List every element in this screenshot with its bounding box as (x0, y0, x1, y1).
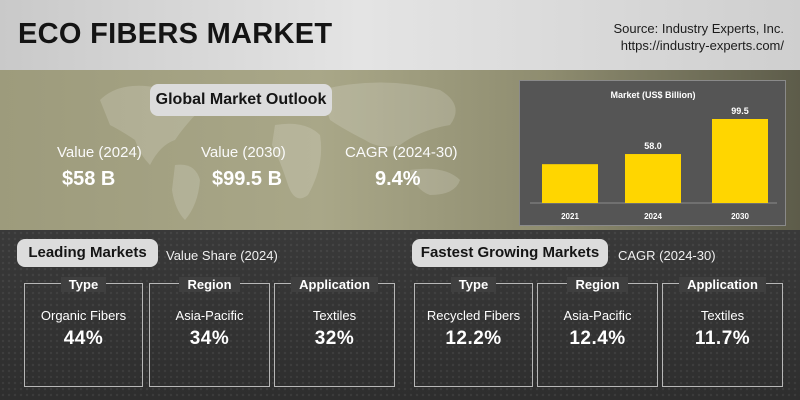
card-name: Textiles (312, 308, 357, 323)
kpi-value-2030: $99.5 B (212, 168, 283, 190)
x-tick-label-2024: 2024 (644, 212, 662, 221)
card-head: Region (179, 277, 240, 292)
leading-application-card: Application Textiles 32% (274, 277, 395, 387)
card-head: Application (679, 277, 766, 292)
bar-value-label-2024: 58.0 (644, 141, 662, 151)
kpi-label-value-2024: Value (2024) (57, 144, 142, 161)
market-bar-chart: Market (US$ Billion) 2021 58.0 2024 99.5 203… (519, 80, 786, 226)
card-head: Application (291, 277, 378, 292)
kpi-value-2024: $58 B (62, 168, 116, 190)
page-title: ECO FIBERS MARKET (18, 18, 333, 50)
card-name: Organic Fibers (40, 308, 127, 323)
fastest-region-card: Region Asia-Pacific 12.4% (537, 277, 658, 387)
leading-region-card: Region Asia-Pacific 34% (149, 277, 270, 387)
card-value: 12.2% (445, 328, 502, 349)
fastest-type-card: Type Recycled Fibers 12.2% (414, 277, 533, 387)
card-head: Type (60, 277, 107, 292)
card-name: Asia-Pacific (175, 308, 244, 323)
header-banner: ECO FIBERS MARKET Source: Industry Exper… (0, 0, 800, 70)
chart-svg: Market (US$ Billion) 2021 58.0 2024 99.5 203… (530, 90, 777, 221)
kpi-label-value-2030: Value (2030) (201, 144, 286, 161)
x-tick-label-2021: 2021 (561, 212, 579, 221)
bar-2030 (712, 119, 768, 203)
card-value: 11.7% (694, 328, 751, 349)
leading-markets-note: Value Share (2024) (166, 248, 278, 263)
leading-markets-heading: Leading Markets (17, 239, 158, 267)
card-name: Textiles (700, 308, 745, 323)
card-value: 12.4% (569, 328, 626, 349)
bar-2024 (625, 154, 681, 203)
card-name: Asia-Pacific (563, 308, 632, 323)
chart-title: Market (US$ Billion) (610, 90, 695, 100)
bar-2021 (542, 164, 598, 203)
card-head: Type (450, 277, 497, 292)
kpi-label-cagr: CAGR (2024-30) (345, 144, 458, 161)
source-credit: Source: Industry Experts, Inc. https://i… (613, 20, 784, 54)
fastest-markets-note: CAGR (2024-30) (618, 248, 716, 263)
card-name: Recycled Fibers (426, 308, 521, 323)
card-head: Region (567, 277, 628, 292)
fastest-application-card: Application Textiles 11.7% (662, 277, 783, 387)
bar-value-label-2030: 99.5 (731, 106, 749, 116)
chart-bars: 2021 58.0 2024 99.5 2030 (542, 106, 768, 221)
outlook-heading: Global Market Outlook (150, 84, 332, 116)
kpi-value-cagr: 9.4% (375, 168, 421, 190)
fastest-markets-heading: Fastest Growing Markets (412, 239, 608, 267)
card-value: 34% (189, 328, 230, 349)
card-value: 44% (63, 328, 104, 349)
source-url[interactable]: https://industry-experts.com/ (620, 38, 784, 53)
x-tick-label-2030: 2030 (731, 212, 749, 221)
card-value: 32% (314, 328, 355, 349)
source-name: Source: Industry Experts, Inc. (613, 21, 784, 36)
leading-type-card: Type Organic Fibers 44% (24, 277, 143, 387)
